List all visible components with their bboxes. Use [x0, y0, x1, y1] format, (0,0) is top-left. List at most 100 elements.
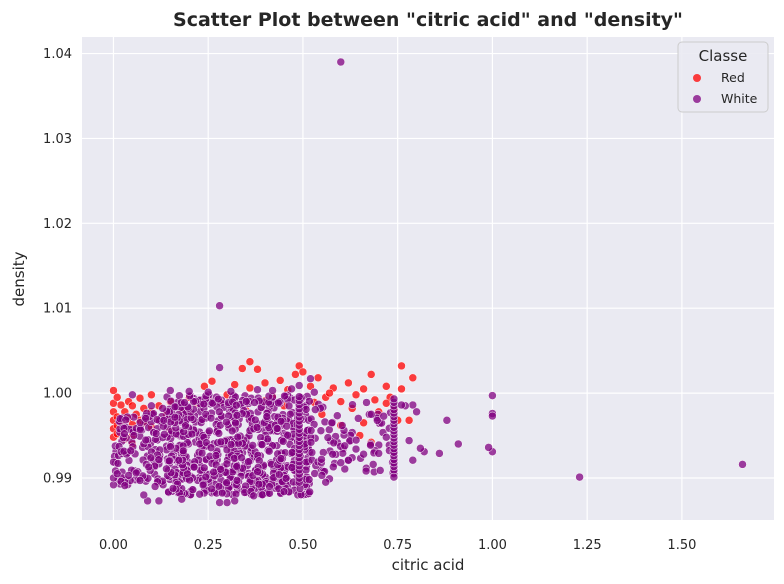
data-point-white [416, 444, 425, 453]
data-point-white [199, 463, 209, 473]
data-point-white [310, 469, 319, 478]
data-point-white [150, 482, 160, 491]
data-point-white [281, 474, 291, 483]
data-point-white [178, 446, 188, 456]
data-point-white [231, 489, 241, 499]
data-point-red [128, 401, 137, 411]
data-point-white [283, 431, 292, 440]
data-point-white [484, 443, 493, 452]
data-point-white [154, 496, 164, 506]
data-point-red [135, 393, 145, 403]
data-point-white [366, 410, 376, 419]
data-point-white [361, 466, 371, 476]
data-point-white [286, 409, 295, 419]
data-point-red [397, 384, 406, 394]
data-point-white [168, 484, 178, 493]
data-point-white [382, 432, 391, 442]
data-point-white [329, 462, 338, 472]
data-point-white [136, 425, 145, 434]
data-point-red [344, 378, 353, 388]
y-tick-label: 0.99 [43, 471, 72, 486]
legend-marker-red [693, 74, 701, 82]
data-point-white [389, 394, 399, 404]
data-point-white [282, 421, 291, 431]
data-point-red [313, 373, 323, 383]
data-point-white [139, 490, 149, 500]
data-point-white [488, 411, 497, 421]
data-point-red [382, 399, 391, 408]
x-tick-label: 0.75 [383, 538, 412, 553]
data-point-red [370, 395, 380, 405]
data-point-white [232, 476, 242, 485]
data-point-white [251, 415, 260, 425]
data-point-white [257, 440, 267, 449]
data-point-white [327, 418, 337, 428]
data-point-white [166, 442, 175, 451]
data-point-white [166, 386, 175, 395]
data-point-white [575, 472, 584, 482]
data-point-white [214, 429, 224, 438]
data-point-white [180, 398, 189, 407]
data-point-white [217, 488, 227, 498]
data-point-white [254, 479, 264, 489]
data-point-white [340, 441, 349, 451]
data-point-white [230, 496, 239, 506]
data-point-white [488, 391, 497, 400]
data-point-white [275, 470, 284, 479]
legend-marker-white [693, 95, 701, 103]
data-point-white [222, 498, 232, 507]
data-point-white [230, 454, 239, 463]
data-point-white [250, 398, 259, 407]
data-point-white [412, 407, 421, 417]
data-point-white [248, 441, 257, 450]
data-point-white [135, 418, 145, 427]
y-axis-label: density [10, 251, 28, 306]
data-point-white [287, 384, 296, 394]
data-point-white [336, 458, 346, 467]
data-point-white [159, 416, 169, 425]
data-point-white [258, 490, 267, 499]
data-point-white [124, 471, 133, 480]
data-point-white [181, 421, 190, 430]
data-point-red [109, 386, 118, 395]
data-point-white [404, 436, 414, 445]
data-point-white [252, 423, 262, 432]
x-tick-label: 1.00 [478, 538, 507, 553]
legend: Classe Red White [677, 41, 769, 113]
data-point-white [264, 446, 274, 456]
data-point-white [287, 448, 297, 457]
x-tick-label: 0.00 [99, 538, 128, 553]
data-point-white [287, 463, 297, 472]
data-point-white [329, 438, 339, 448]
data-point-white [328, 449, 337, 459]
data-point-white [177, 494, 186, 504]
data-point-white [197, 448, 207, 458]
data-point-white [375, 466, 385, 475]
data-point-red [382, 382, 391, 391]
y-tick-label: 1.00 [43, 387, 72, 402]
data-point-white [306, 374, 315, 383]
data-point-white [294, 381, 304, 390]
data-point-white [188, 485, 198, 494]
data-point-white [222, 417, 231, 427]
data-point-white [226, 440, 236, 449]
data-point-white [268, 386, 277, 395]
data-point-white [232, 401, 241, 410]
data-point-white [120, 429, 129, 438]
data-point-white [189, 462, 199, 472]
data-point-white [278, 437, 288, 446]
data-point-white [128, 390, 137, 400]
data-point-white [207, 484, 216, 494]
data-point-red [260, 378, 270, 388]
data-point-white [344, 455, 353, 465]
data-point-white [359, 449, 368, 459]
data-point-red [230, 380, 239, 389]
data-point-white [170, 402, 180, 412]
data-point-white [304, 475, 314, 484]
data-point-white [215, 363, 224, 372]
data-point-white [211, 451, 221, 460]
legend-label-red: Red [721, 70, 745, 85]
x-tick-label: 0.25 [194, 538, 223, 553]
data-point-white [195, 489, 204, 499]
